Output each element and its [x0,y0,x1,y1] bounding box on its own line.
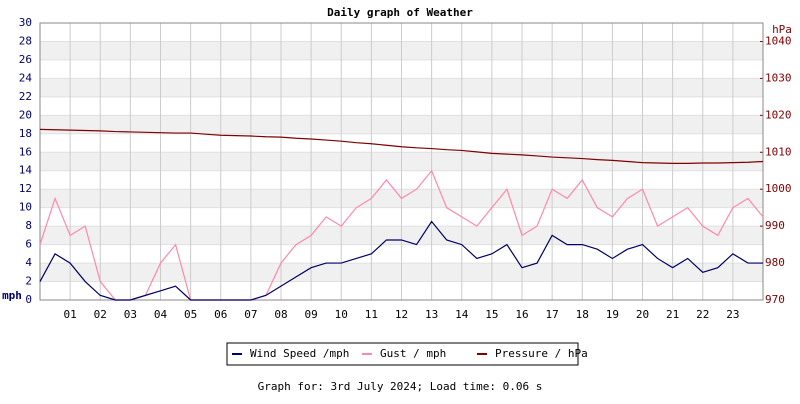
x-tick-label: 07 [244,308,257,321]
x-tick-label: 15 [485,308,498,321]
x-tick-label: 08 [274,308,287,321]
x-tick-label: 21 [666,308,679,321]
y2-tick-label: 1020 [765,108,792,121]
x-tick-label: 06 [214,308,227,321]
x-tick-label: 19 [606,308,619,321]
x-tick-label: 23 [726,308,739,321]
y-tick-label: 28 [19,34,32,47]
chart-title: Daily graph of Weather [327,6,473,19]
y-tick-label: 22 [19,90,32,103]
x-tick-label: 04 [154,308,168,321]
series-line [39,220,763,301]
y-tick-label: 6 [25,238,32,251]
x-tick-label: 14 [455,308,469,321]
y2-tick-label: 990 [765,219,785,232]
y2-axis-label: hPa [772,23,792,36]
legend-label: Wind Speed /mph [250,347,349,360]
x-tick-label: 01 [64,308,77,321]
series-line [39,128,764,164]
y2-tick-label: 1000 [765,182,792,195]
x-tick-label: 03 [124,308,137,321]
series-line [39,169,764,301]
x-tick-label: 05 [184,308,197,321]
y-tick-label: 16 [19,145,32,158]
y2-tick-label: 980 [765,256,785,269]
legend-label: Gust / mph [380,347,446,360]
y-tick-label: 20 [19,108,32,121]
y-tick-label: 10 [19,201,32,214]
x-tick-label: 13 [425,308,438,321]
y2-tick-label: 1030 [765,71,792,84]
x-tick-label: 09 [305,308,318,321]
y-tick-label: 18 [19,127,32,140]
x-tick-label: 18 [576,308,589,321]
y-axis-label: mph [2,289,22,302]
y-tick-label: 14 [19,164,33,177]
y-tick-label: 8 [25,219,32,232]
y-tick-label: 24 [19,71,33,84]
y-tick-label: 2 [25,275,32,288]
x-tick-label: 20 [636,308,649,321]
y-tick-label: 0 [25,293,32,306]
y-tick-label: 26 [19,53,32,66]
y2-tick-label: 970 [765,293,785,306]
x-tick-label: 16 [515,308,528,321]
x-tick-label: 11 [365,308,378,321]
y2-tick-label: 1040 [765,34,792,47]
x-tick-label: 12 [395,308,408,321]
footer: Graph for: 3rd July 2024; Load time: 0.0… [258,380,543,393]
y-tick-label: 12 [19,182,32,195]
x-tick-label: 02 [94,308,107,321]
y-tick-label: 30 [19,16,32,29]
y-tick-label: 4 [25,256,32,269]
x-tick-label: 22 [696,308,709,321]
y2-tick-label: 1010 [765,145,792,158]
legend-box [226,342,579,366]
x-tick-label: 17 [546,308,559,321]
x-tick-label: 10 [335,308,348,321]
legend-label: Pressure / hPa [495,347,588,360]
